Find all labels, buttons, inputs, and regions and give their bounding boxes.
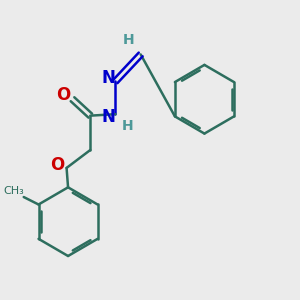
Text: O: O [51, 156, 65, 174]
Text: CH₃: CH₃ [3, 186, 24, 196]
Text: O: O [56, 86, 71, 104]
Text: H: H [123, 32, 135, 46]
Text: N: N [101, 69, 115, 87]
Text: H: H [122, 119, 133, 133]
Text: N: N [101, 108, 115, 126]
